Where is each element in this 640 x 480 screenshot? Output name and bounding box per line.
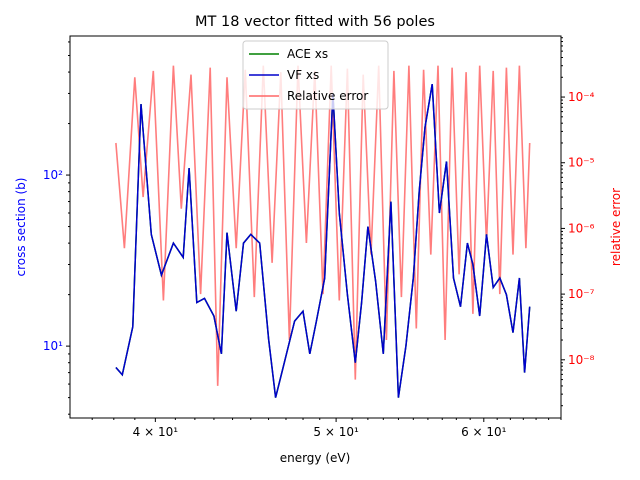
y2-tick-label: 10⁻⁷ <box>568 287 595 301</box>
x-axis-title: energy (eV) <box>280 451 351 465</box>
y2-axis-title: relative error <box>609 188 623 266</box>
y-axis-title: cross section (b) <box>14 178 28 277</box>
x-tick-label: 6 × 10¹ <box>461 425 507 439</box>
x-tick-label: 5 × 10¹ <box>313 425 359 439</box>
y-axis-left: 10¹ 10² <box>43 41 70 415</box>
chart-title: MT 18 vector fitted with 56 poles <box>195 14 435 30</box>
series-line-relative-error <box>115 65 531 386</box>
y2-tick-label: 10⁻⁸ <box>568 353 595 367</box>
legend-label-error: Relative error <box>287 89 368 103</box>
y2-tick-label: 10⁻⁴ <box>568 90 595 104</box>
x-tick-label: 4 × 10¹ <box>133 425 179 439</box>
legend-box <box>242 40 389 110</box>
legend: ACE xs VF xs Relative error <box>242 40 389 110</box>
y-tick-label: 10² <box>43 168 63 182</box>
y-tick-label: 10¹ <box>43 339 63 353</box>
x-axis: 4 × 10¹ 5 × 10¹ 6 × 10¹ <box>91 418 562 439</box>
y2-tick-label: 10⁻⁵ <box>568 156 595 170</box>
legend-label-ace: ACE xs <box>287 47 328 61</box>
y-axis-right: 10⁻⁸ 10⁻⁷ 10⁻⁶ 10⁻⁵ 10⁻⁴ <box>561 37 595 407</box>
series-line-vf-xs <box>115 83 531 398</box>
series-layer <box>115 65 531 398</box>
legend-label-vf: VF xs <box>287 68 319 82</box>
y2-tick-label: 10⁻⁶ <box>568 221 595 235</box>
